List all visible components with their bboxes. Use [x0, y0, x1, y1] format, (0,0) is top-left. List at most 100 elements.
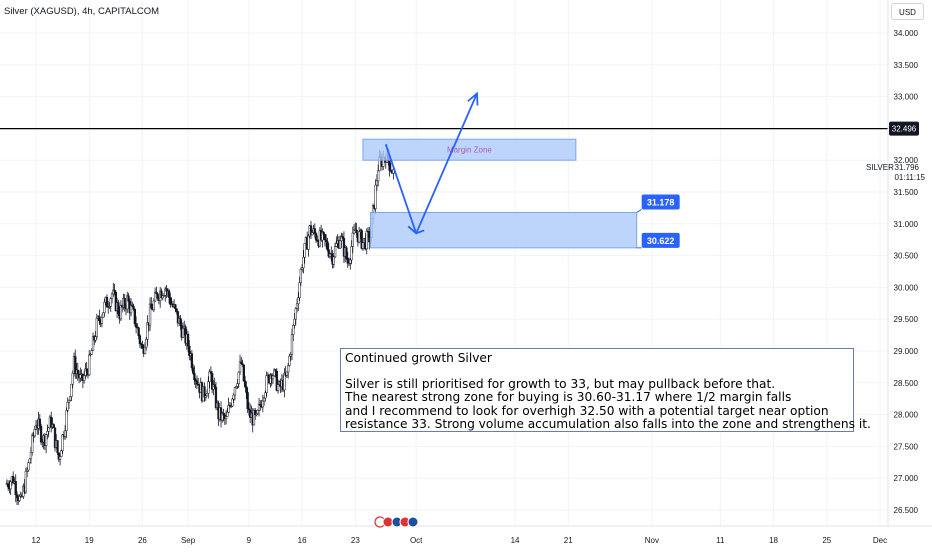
annotation-line: The nearest strong zone for buying is 30… [345, 390, 792, 405]
candle-body [102, 312, 105, 318]
y-tick-label: 34.000 [894, 29, 919, 38]
x-tick-label: 18 [769, 536, 778, 545]
candle-body [150, 303, 153, 309]
arrow-vertex [407, 225, 425, 235]
candle-body [233, 387, 237, 396]
candle-body [350, 246, 353, 261]
annotation-line: Silver is still prioritised for growth t… [345, 377, 776, 392]
y-tick-label: 27.500 [894, 442, 919, 451]
symbol-label: SILVER [866, 163, 894, 172]
candle-body [309, 225, 313, 236]
candle-body [153, 291, 157, 302]
candle-body [288, 355, 291, 366]
y-tick-label: 33.500 [894, 61, 919, 70]
candle-body [83, 375, 86, 381]
candle-body [328, 253, 332, 257]
candle-body [307, 235, 310, 250]
x-tick-label: 12 [32, 536, 41, 545]
candle-body [294, 308, 297, 320]
candle-body [145, 339, 148, 348]
candle-body [71, 373, 74, 385]
arrow-head-icon [467, 91, 479, 106]
candle-body [31, 434, 34, 453]
y-tick-label: 29.000 [894, 347, 919, 356]
candle-body [138, 335, 142, 345]
candle-body [188, 345, 191, 357]
candle-body [283, 372, 286, 391]
event-icons[interactable] [374, 516, 419, 528]
candle-body [351, 232, 354, 247]
candle-body [349, 259, 352, 264]
zone-value-text: 30.622 [647, 236, 675, 246]
annotation-line: and I recommend to look for overhigh 32.… [345, 403, 829, 418]
candle-body [186, 333, 190, 347]
candle-body [29, 451, 33, 460]
countdown-text: 01:11:15 [894, 173, 925, 182]
candle-body [346, 258, 349, 264]
candle-body [313, 228, 316, 234]
candle-body [69, 396, 72, 401]
candle-body [169, 297, 172, 305]
candle-body [245, 386, 248, 393]
candle-body [39, 425, 43, 443]
candle-body [24, 471, 28, 493]
candle-body [193, 372, 196, 381]
candle-body [65, 410, 68, 432]
x-tick-label: Oct [410, 536, 423, 545]
candle-body [103, 301, 106, 313]
zone-value-tag [641, 232, 680, 248]
candle-body [341, 236, 344, 239]
candle-body [113, 289, 116, 293]
candle-body [295, 303, 299, 309]
candle-body [190, 353, 194, 369]
candle-body [133, 308, 136, 325]
last-price-text: 31.796 [895, 163, 920, 172]
candle-body [119, 305, 123, 320]
flag-icon[interactable] [407, 516, 419, 528]
currency-button[interactable]: USD [891, 3, 924, 20]
candle-body [213, 384, 216, 388]
candle-body [289, 353, 292, 357]
candle-body [98, 316, 101, 321]
candle-body [246, 392, 249, 409]
x-tick-label: 19 [85, 536, 94, 545]
candle-body [322, 231, 325, 235]
y-tick-label: 33.000 [894, 93, 919, 102]
candle-body [205, 392, 209, 397]
candle-body [195, 380, 199, 385]
candle-body [175, 308, 178, 312]
candle-body [28, 458, 31, 464]
candle-body [132, 306, 135, 310]
candle-body [88, 354, 91, 376]
candle-body [44, 434, 48, 446]
annotation-box[interactable]: Continued growth Silver Silver is still … [340, 348, 871, 432]
y-tick-label: 29.500 [894, 315, 919, 324]
price-zone[interactable] [362, 138, 577, 161]
annotation-line: resistance 33. Strong volume accumulatio… [345, 416, 871, 431]
candle-body [58, 456, 62, 460]
candle-body [287, 365, 290, 373]
candle-body [240, 361, 243, 364]
candle-body [338, 240, 342, 249]
zone-tag-connector [636, 209, 642, 213]
candle-body [261, 400, 264, 408]
candle-body [214, 386, 218, 408]
candle-body [27, 462, 30, 471]
candle-body [203, 386, 206, 398]
candle-body [345, 247, 348, 259]
candle-body [160, 290, 163, 299]
candle-body [38, 418, 41, 427]
candle-body [134, 323, 138, 328]
candle-body [374, 184, 377, 209]
candle-body [325, 239, 328, 243]
candle-body [232, 394, 235, 400]
candle-body [167, 290, 171, 298]
candle-body [156, 293, 159, 299]
candle-body [129, 304, 133, 314]
candle-body [117, 302, 120, 314]
candle-body [47, 427, 50, 432]
candle-body [207, 381, 210, 394]
